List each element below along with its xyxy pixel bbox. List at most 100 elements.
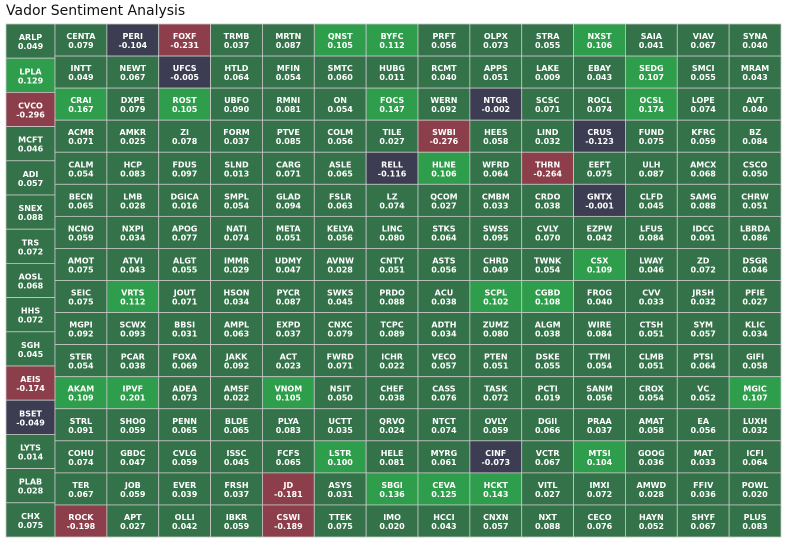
cell-ticker: ADEA bbox=[172, 385, 197, 394]
cell-value: 0.054 bbox=[276, 73, 302, 82]
cell-ticker: AKAM bbox=[68, 385, 95, 394]
cell-rect bbox=[728, 248, 782, 281]
cell-ticker: CTSH bbox=[639, 321, 663, 330]
cell-value: 0.031 bbox=[172, 330, 198, 339]
cell-ticker: PCTI bbox=[538, 385, 558, 394]
cell-ticker: FORM bbox=[223, 128, 249, 137]
cell-ticker: ASLE bbox=[329, 160, 352, 169]
cell-value: 0.060 bbox=[328, 73, 354, 82]
cell-value: -0.116 bbox=[378, 169, 407, 178]
cell-rect bbox=[313, 151, 367, 185]
cell-rect bbox=[676, 376, 730, 410]
cell-ticker: QRVO bbox=[379, 417, 405, 426]
cell-value: -0.002 bbox=[481, 105, 510, 114]
cell-ticker: SNEX bbox=[18, 204, 43, 213]
cell-ticker: VCTR bbox=[536, 449, 560, 458]
cell-value: 0.022 bbox=[224, 394, 249, 403]
cell-ticker: DXPE bbox=[121, 96, 145, 105]
cell-value: 0.107 bbox=[639, 73, 664, 82]
cell-value: 0.129 bbox=[18, 76, 44, 85]
cell-value: 0.054 bbox=[68, 362, 94, 371]
cell-rect bbox=[469, 472, 523, 506]
cell-ticker: PTSI bbox=[693, 353, 713, 362]
cell-ticker: VC bbox=[697, 385, 709, 394]
cell-value: 0.043 bbox=[742, 73, 767, 82]
cell-ticker: PFIE bbox=[745, 289, 765, 298]
cell-rect bbox=[158, 23, 211, 57]
cell-value: -0.181 bbox=[274, 490, 303, 499]
cell-rect bbox=[5, 160, 56, 196]
cell-ticker: CROX bbox=[639, 385, 665, 394]
cell-value: 0.041 bbox=[639, 41, 665, 50]
cell-ticker: AMAT bbox=[639, 417, 665, 426]
cell-ticker: SEDG bbox=[639, 64, 663, 73]
cell-rect bbox=[365, 248, 419, 281]
cell-ticker: OLLI bbox=[175, 513, 195, 522]
cell-ticker: OLPX bbox=[484, 32, 509, 41]
cell-ticker: CINF bbox=[485, 449, 506, 458]
cell-value: 0.042 bbox=[172, 522, 197, 531]
cell-ticker: CVCO bbox=[18, 102, 43, 111]
cell-ticker: SHOO bbox=[120, 417, 146, 426]
cell-rect bbox=[54, 248, 108, 281]
cell-ticker: HEES bbox=[484, 128, 508, 137]
cell-ticker: MGPI bbox=[69, 321, 92, 330]
cell-rect bbox=[210, 55, 263, 89]
cell-value: 0.056 bbox=[328, 233, 354, 242]
cell-rect bbox=[625, 408, 678, 442]
cell-rect bbox=[625, 504, 678, 538]
cell-rect bbox=[106, 55, 160, 89]
cell-rect bbox=[106, 151, 160, 185]
cell-ticker: VIAV bbox=[693, 32, 715, 41]
cell-value: 0.047 bbox=[276, 265, 301, 274]
cell-rect bbox=[676, 183, 730, 217]
cell-ticker: AVT bbox=[746, 96, 764, 105]
cell-ticker: FOXF bbox=[173, 32, 197, 41]
cell-ticker: SMTC bbox=[328, 64, 353, 73]
cell-value: 0.125 bbox=[431, 490, 457, 499]
cell-rect bbox=[521, 472, 574, 506]
cell-rect bbox=[54, 87, 108, 121]
cell-ticker: AMCX bbox=[690, 160, 717, 169]
cell-ticker: VITL bbox=[538, 481, 558, 490]
cell-ticker: UCTT bbox=[328, 417, 352, 426]
cell-rect bbox=[417, 87, 471, 121]
cell-value: 0.045 bbox=[18, 350, 44, 359]
cell-rect bbox=[365, 376, 419, 410]
cell-rect bbox=[5, 502, 56, 538]
cell-ticker: CGBD bbox=[535, 289, 561, 298]
cell-ticker: SAMG bbox=[690, 192, 716, 201]
cell-value: 0.088 bbox=[18, 213, 44, 222]
heatmap-cell-thrn: THRN-0.264 bbox=[521, 151, 574, 185]
cell-value: 0.087 bbox=[276, 298, 301, 307]
heatmap-cell-ufcs: UFCS-0.005 bbox=[158, 55, 211, 89]
cell-rect bbox=[106, 504, 160, 538]
